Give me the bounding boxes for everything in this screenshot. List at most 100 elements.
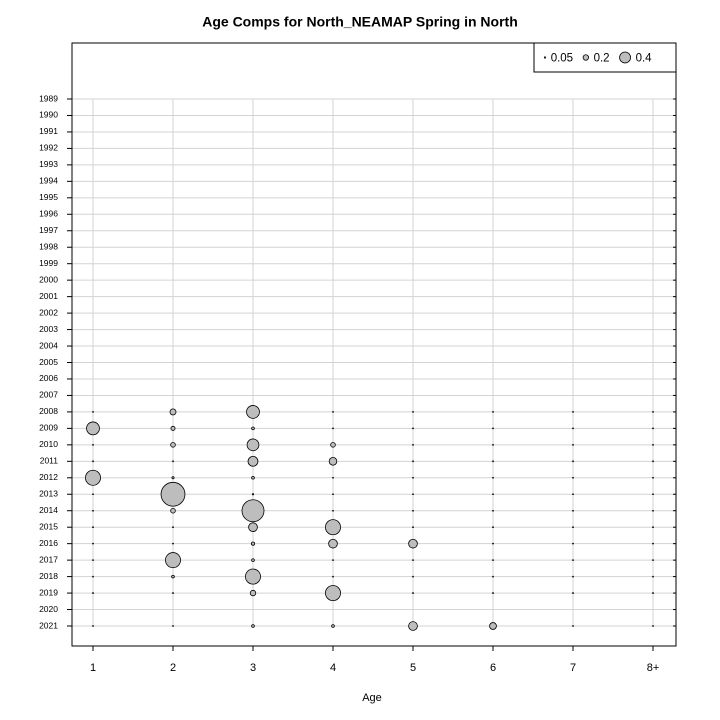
bubble: [332, 559, 334, 562]
y-tick-label: 2019: [39, 587, 58, 597]
y-tick-label: 1995: [39, 192, 58, 202]
bubble: [572, 575, 574, 578]
legend-bubble: [582, 54, 589, 61]
bubble: [85, 469, 101, 486]
bubble: [170, 425, 176, 431]
x-axis-title: Age: [362, 692, 382, 704]
bubble: [330, 442, 336, 448]
bubble: [251, 426, 255, 431]
bubble: [332, 493, 334, 496]
y-tick-label: 2000: [39, 274, 58, 284]
bubble: [249, 589, 257, 597]
y-tick-label: 2006: [39, 373, 58, 383]
bubble: [92, 559, 94, 562]
bubble: [492, 427, 494, 430]
y-tick-label: 2002: [39, 307, 58, 317]
legend-box: [533, 42, 677, 73]
bubble: [92, 575, 94, 578]
bubble: [171, 476, 175, 480]
bubble: [412, 526, 414, 529]
bubble: [172, 542, 174, 545]
bubble: [652, 526, 654, 529]
bubble: [412, 592, 414, 594]
bubble: [251, 493, 255, 496]
bubble: [412, 476, 414, 479]
bubble: [172, 592, 174, 594]
bubble: [652, 411, 654, 413]
legend-bubble: [619, 51, 631, 64]
y-tick-label: 2011: [40, 456, 59, 466]
bubble: [160, 481, 186, 507]
legend-bubble: [543, 56, 547, 59]
bubble: [408, 621, 418, 631]
bubble: [92, 411, 94, 413]
bubble: [652, 443, 654, 446]
x-tick-label: 4: [330, 662, 336, 674]
y-tick-label: 1992: [39, 143, 58, 153]
bubble: [92, 592, 94, 594]
x-tick-label: 7: [570, 662, 576, 674]
bubble: [652, 493, 654, 496]
bubble: [652, 476, 654, 479]
y-tick-label: 1989: [39, 93, 58, 103]
bubble: [492, 411, 494, 413]
bubble: [328, 538, 338, 549]
bubble: [408, 538, 418, 549]
bubble: [172, 460, 174, 463]
bubble: [246, 405, 260, 419]
bubble: [92, 493, 94, 496]
bubble: [92, 509, 94, 512]
bubble: [328, 457, 338, 466]
bubble: [412, 575, 414, 578]
bubble: [652, 559, 654, 562]
plot-frame: [71, 42, 677, 647]
y-tick-label: 2013: [39, 489, 58, 499]
bubble: [652, 542, 654, 545]
bubble: [247, 455, 259, 467]
x-tick-label: 8+: [647, 662, 660, 674]
bubble: [251, 624, 255, 628]
y-tick-label: 1998: [39, 241, 58, 251]
bubble: [86, 421, 100, 436]
bubble: [572, 493, 574, 496]
bubble: [412, 411, 414, 413]
x-tick-label: 2: [170, 662, 176, 674]
bubble: [572, 427, 574, 430]
bubble: [170, 442, 176, 448]
y-tick-label: 2005: [39, 357, 58, 367]
bubble: [572, 559, 574, 562]
bubble: [492, 509, 494, 512]
bubble: [251, 558, 255, 562]
legend-label: 0.05: [551, 53, 573, 65]
bubble: [246, 438, 260, 452]
y-tick-label: 1997: [39, 225, 58, 235]
x-tick-label: 5: [410, 662, 416, 674]
bubble: [652, 427, 654, 430]
bubble: [412, 427, 414, 430]
y-tick-label: 1996: [39, 209, 58, 219]
bubble: [492, 476, 494, 479]
bubble: [169, 408, 177, 416]
y-tick-label: 2017: [39, 554, 58, 564]
bubble: [492, 542, 494, 545]
x-tick-label: 6: [490, 662, 496, 674]
bubble: [245, 568, 261, 585]
bubble: [332, 509, 334, 512]
bubble: [489, 622, 497, 630]
bubble: [412, 509, 414, 512]
bubble: [572, 542, 574, 545]
bubble: [92, 460, 94, 463]
bubble: [652, 509, 654, 512]
bubble: [412, 559, 414, 562]
bubble: [572, 476, 574, 479]
bubble: [572, 443, 574, 446]
bubble: [572, 526, 574, 529]
bubble: [331, 624, 335, 628]
bubble: [248, 522, 258, 532]
bubble: [325, 585, 341, 602]
y-tick-label: 1991: [39, 126, 58, 136]
bubble: [572, 509, 574, 512]
bubble: [165, 552, 181, 569]
bubble: [492, 559, 494, 562]
